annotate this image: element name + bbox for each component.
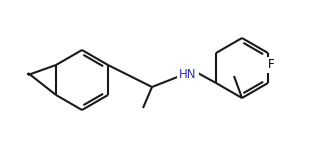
Text: F: F bbox=[268, 59, 274, 72]
Text: HN: HN bbox=[179, 67, 197, 80]
